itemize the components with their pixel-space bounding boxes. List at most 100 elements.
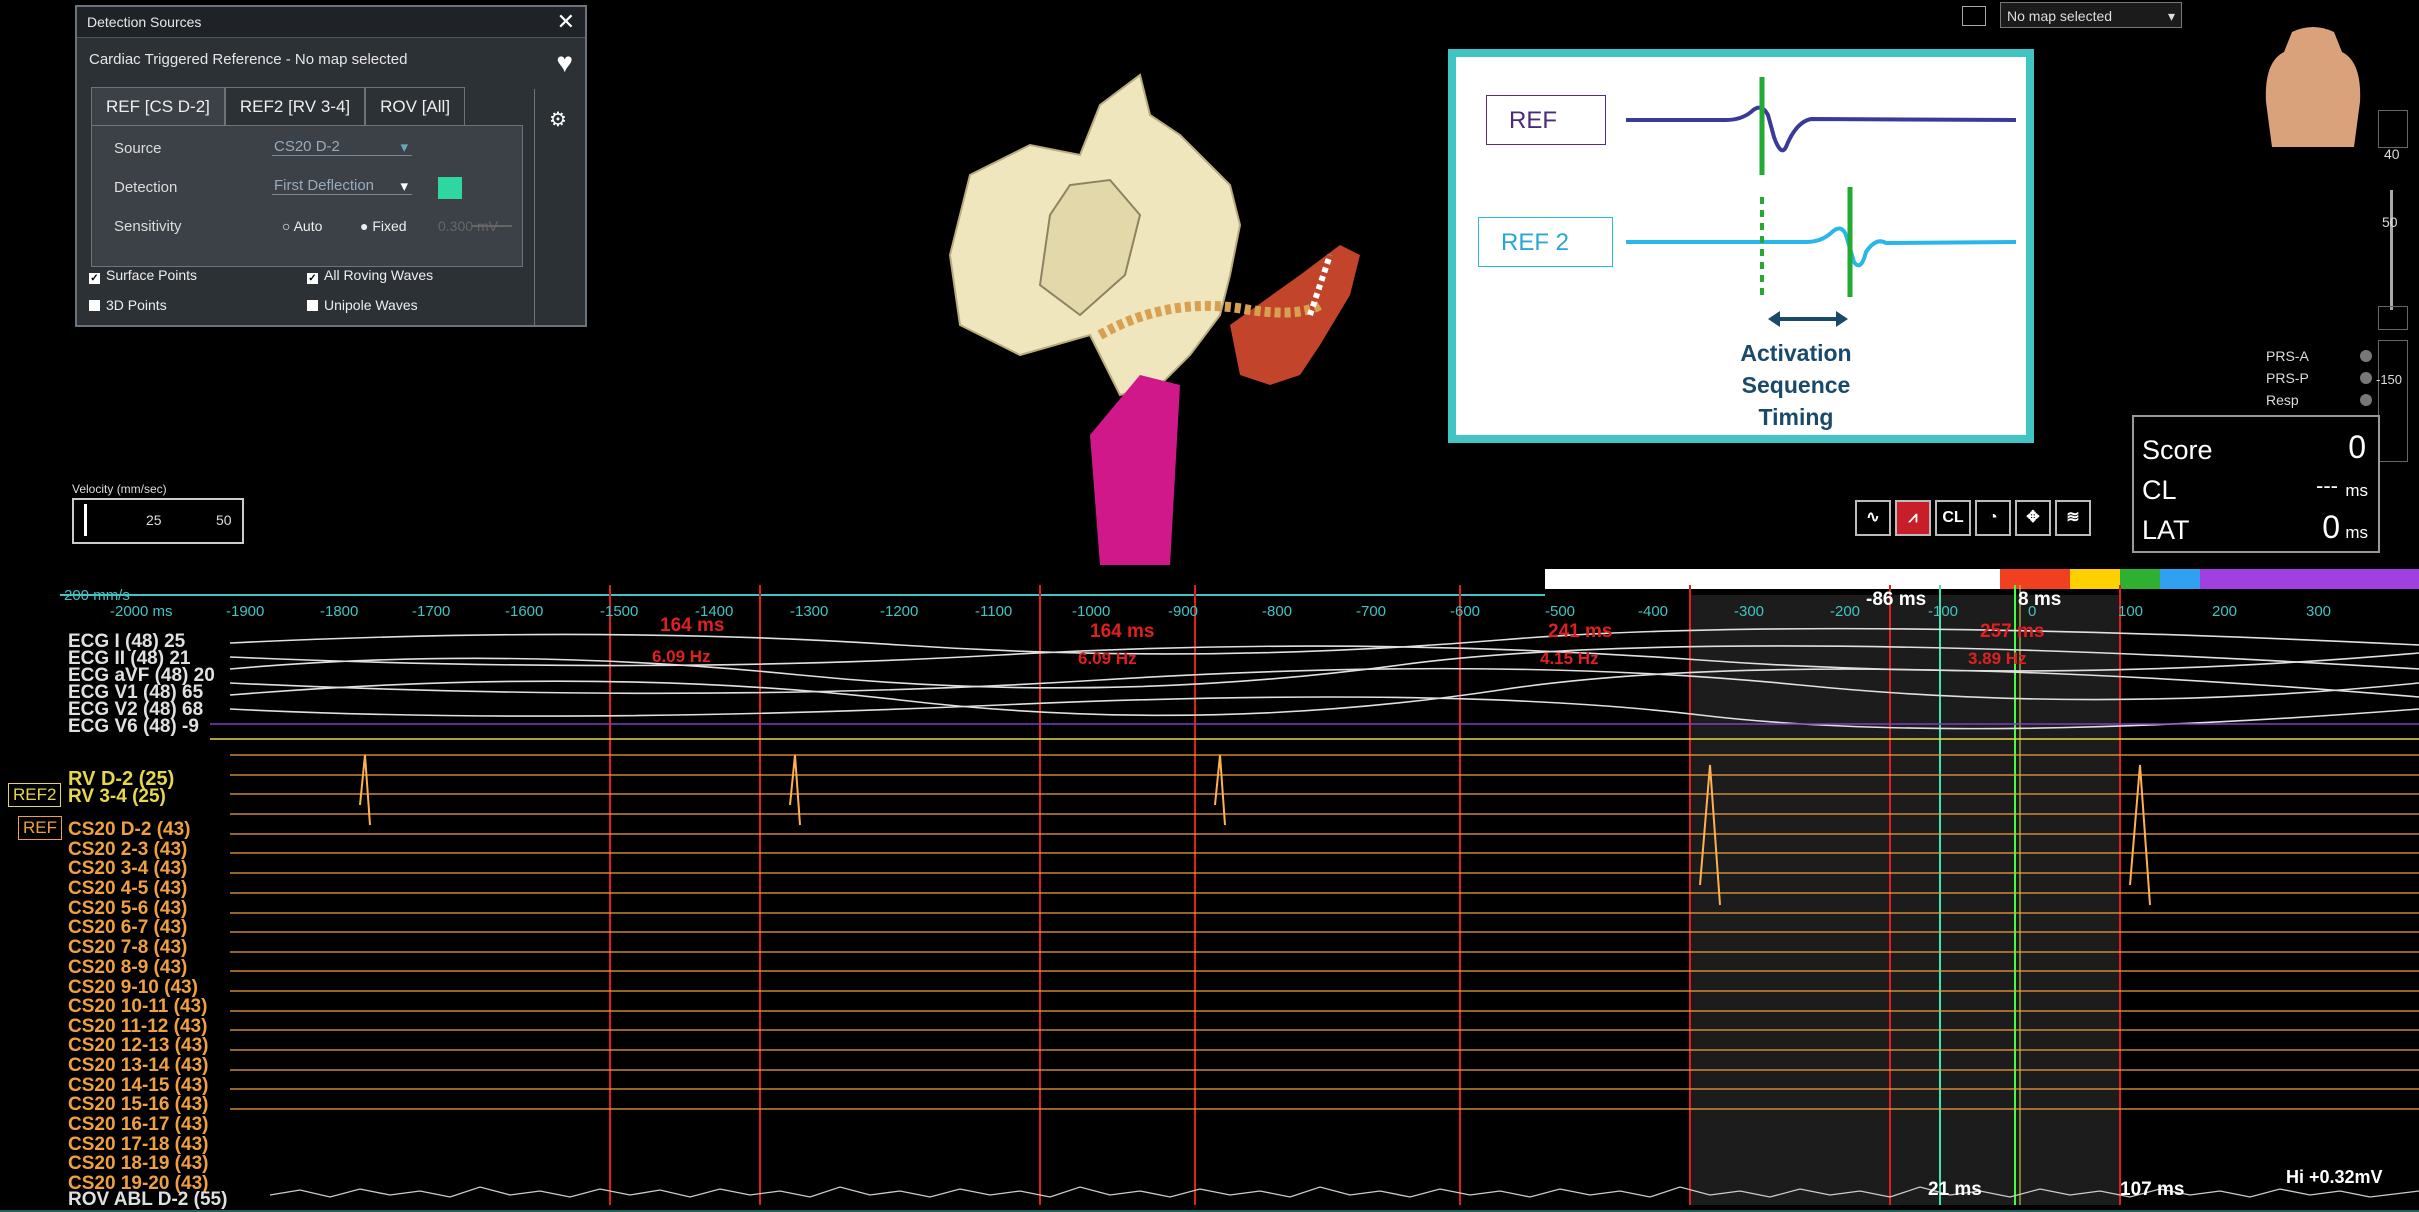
- 3d-points-label: 3D Points: [106, 297, 167, 313]
- surface-points-checkbox[interactable]: ✓ Surface Points: [89, 267, 198, 284]
- channel-label[interactable]: CS20 14-15 (43): [68, 1075, 209, 1096]
- reference-tabs: REF [CS D-2] REF2 [RV 3-4] ROV [All]: [91, 87, 466, 125]
- channel-label[interactable]: CS20 15-16 (43): [68, 1094, 209, 1115]
- resp-label: Resp: [2266, 392, 2299, 408]
- channel-label[interactable]: CS20 18-19 (43): [68, 1153, 209, 1174]
- move-icon[interactable]: ✥: [2015, 500, 2051, 536]
- heart-icon[interactable]: ♥: [556, 47, 573, 78]
- channel-label[interactable]: CS20 11-12 (43): [68, 1016, 208, 1037]
- tab-ref[interactable]: REF [CS D-2]: [91, 87, 225, 125]
- map-icon[interactable]: [1962, 6, 1986, 26]
- cl-button[interactable]: CL: [1935, 500, 1971, 536]
- detection-select[interactable]: First Deflection ▾: [272, 177, 412, 195]
- tick-label: -1000: [1072, 603, 1111, 620]
- channel-label[interactable]: ROV ABL D-2 (55): [68, 1189, 228, 1210]
- tick-label: -300: [1734, 603, 1765, 620]
- fixed-label: Fixed: [372, 218, 407, 234]
- sweep-speed[interactable]: 200 mm/s: [64, 587, 130, 604]
- velocity-slider[interactable]: 25 50: [72, 498, 244, 544]
- fixed-value: 0.300: [438, 218, 474, 234]
- tick-label: -1200: [880, 603, 919, 620]
- channel-label[interactable]: CS20 12-13 (43): [68, 1035, 209, 1056]
- channel-label[interactable]: CS20 16-17 (43): [68, 1114, 209, 1135]
- channel-label[interactable]: CS20 8-9 (43): [68, 957, 188, 978]
- reference-waveform-icon[interactable]: ⩘: [1895, 500, 1931, 536]
- marker-21ms: 21 ms: [1928, 1179, 1982, 1200]
- interval-hz: 3.89 Hz: [1968, 649, 2027, 668]
- close-icon[interactable]: ✕: [556, 9, 575, 34]
- channel-label[interactable]: CS20 19-20 (43): [68, 1173, 209, 1194]
- channel-label[interactable]: ECG I (48) 25: [68, 631, 186, 652]
- marker-107ms: 107 ms: [2120, 1179, 2185, 1200]
- tick-label: -1600: [505, 603, 544, 620]
- prs-a-indicator[interactable]: [2360, 350, 2372, 362]
- interval-hz: 6.09 Hz: [1078, 649, 1137, 668]
- marker-8[interactable]: 8 ms: [2018, 589, 2062, 610]
- settings-side-button[interactable]: ⚙: [534, 89, 585, 327]
- scale-50: 50: [2382, 214, 2398, 230]
- gauge-icon[interactable]: ◔: [1975, 500, 2011, 536]
- lat-label: LAT: [2142, 515, 2190, 545]
- interval-ms: 241 ms: [1548, 621, 1613, 642]
- dropdown-arrow-icon: ▾: [400, 178, 408, 195]
- prs-p-indicator[interactable]: [2360, 372, 2372, 384]
- channel-label[interactable]: ECG II (48) 21: [68, 648, 191, 669]
- torso-orientation-icon[interactable]: [2262, 22, 2364, 152]
- scale-neg150: -150: [2376, 372, 2403, 387]
- right-scale-bar[interactable]: 40 50 -150: [2376, 110, 2408, 530]
- map-select[interactable]: No map selected ▾: [2000, 2, 2182, 28]
- tick-label: -200: [1830, 603, 1861, 620]
- tick-label: -1300: [790, 603, 829, 620]
- ref-label: REF: [1486, 95, 1606, 145]
- waveform-icon[interactable]: ∿: [1855, 500, 1891, 536]
- channel-label[interactable]: CS20 2-3 (43): [68, 839, 188, 860]
- auto-radio[interactable]: ○ Auto: [282, 218, 323, 234]
- channel-label[interactable]: ECG V6 (48) -9: [68, 716, 199, 737]
- channel-label[interactable]: CS20 D-2 (43): [68, 819, 191, 840]
- ref-tag[interactable]: REF: [18, 816, 62, 840]
- unipole-label: Unipole Waves: [324, 297, 418, 313]
- all-roving-checkbox[interactable]: ✓ All Roving Waves: [307, 267, 434, 284]
- channel-label[interactable]: ECG V1 (48) 65: [68, 682, 204, 703]
- panel-subtitle: Cardiac Triggered Reference - No map sel…: [89, 51, 408, 68]
- unipole-checkbox[interactable]: Unipole Waves: [307, 297, 418, 313]
- tab-ref2[interactable]: REF2 [RV 3-4]: [224, 87, 366, 125]
- tab-rov[interactable]: ROV [All]: [365, 87, 466, 125]
- tick-label: -900: [1168, 603, 1199, 620]
- ref2-tag[interactable]: REF2: [8, 783, 62, 807]
- marker-minus86[interactable]: -86 ms: [1866, 589, 1927, 610]
- interval-hz: 6.09 Hz: [652, 647, 711, 666]
- channel-label[interactable]: CS20 4-5 (43): [68, 878, 188, 899]
- trace-canvas: [0, 569, 2419, 1212]
- channel-label[interactable]: ECG V2 (48) 68: [68, 699, 204, 720]
- detection-color-swatch[interactable]: [438, 177, 462, 199]
- scale-button[interactable]: [2378, 306, 2408, 330]
- channel-label[interactable]: ECG aVF (48) 20: [68, 665, 215, 686]
- channel-label[interactable]: RV 3-4 (25): [68, 786, 166, 807]
- source-select[interactable]: CS20 D-2 ▾: [272, 138, 412, 156]
- channel-label[interactable]: CS20 3-4 (43): [68, 858, 188, 879]
- dropdown-arrow-icon: ▾: [2167, 8, 2175, 24]
- channel-label[interactable]: CS20 13-14 (43): [68, 1055, 209, 1076]
- score-value: 0: [2348, 429, 2366, 465]
- interval-hz: 4.15 Hz: [1540, 649, 1599, 668]
- velocity-handle[interactable]: [84, 504, 87, 536]
- channel-label[interactable]: CS20 6-7 (43): [68, 917, 188, 938]
- channel-label[interactable]: RV D-2 (25): [68, 768, 175, 790]
- zoom-icon[interactable]: [2378, 110, 2408, 148]
- activation-timing-inset: REF REF 2 Activation Sequence Timing: [1448, 49, 2034, 443]
- channel-label[interactable]: CS20 5-6 (43): [68, 898, 188, 919]
- channel-label[interactable]: CS20 9-10 (43): [68, 977, 198, 998]
- interval-ms: 164 ms: [1090, 621, 1155, 642]
- resp-indicator[interactable]: [2360, 394, 2372, 406]
- sensitivity-slider[interactable]: [472, 225, 512, 227]
- channel-label[interactable]: CS20 10-11 (43): [68, 996, 208, 1017]
- 3d-points-checkbox[interactable]: 3D Points: [89, 297, 167, 313]
- channel-label[interactable]: CS20 7-8 (43): [68, 937, 188, 958]
- signal-icon[interactable]: ≋: [2055, 500, 2091, 536]
- trace-area[interactable]: 200 mm/s -2000 ms -1900 -1800 -1700 -160…: [0, 565, 2419, 1212]
- fixed-radio[interactable]: ● Fixed: [360, 218, 407, 234]
- cardiac-3d-model[interactable]: [940, 55, 1420, 565]
- channel-label[interactable]: CS20 17-18 (43): [68, 1134, 209, 1155]
- scale-slider[interactable]: [2390, 190, 2393, 310]
